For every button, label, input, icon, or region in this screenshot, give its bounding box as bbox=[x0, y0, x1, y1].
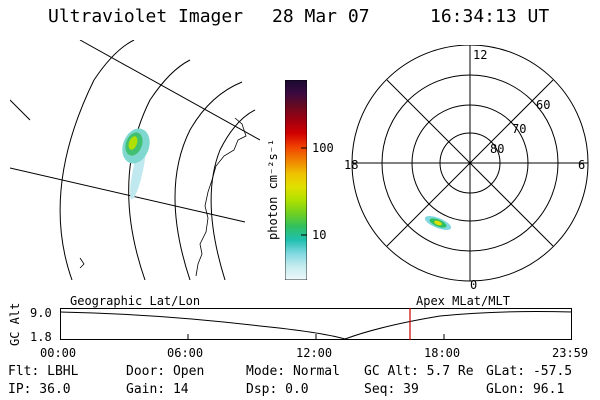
aurora-blob-polar bbox=[424, 216, 452, 230]
time-tick: 12:00 bbox=[296, 346, 333, 360]
door-status: Door: Open bbox=[126, 364, 205, 379]
lat-label-70: 70 bbox=[512, 122, 526, 136]
glat-status: GLat: -57.5 bbox=[486, 364, 573, 379]
colorbar-gradient bbox=[285, 80, 307, 280]
latitude-arc bbox=[59, 40, 135, 280]
date-label: 28 Mar 07 bbox=[272, 6, 370, 27]
timeline-chart bbox=[60, 308, 572, 340]
latitude-arc bbox=[174, 81, 243, 280]
polar-diagonal bbox=[386, 79, 554, 247]
polar-plot: 12 18 6 0 60 70 80 bbox=[344, 45, 589, 292]
time-tick: 18:00 bbox=[424, 346, 461, 360]
aurora-blob-geo bbox=[122, 128, 150, 200]
filter-status: Flt: LBHL bbox=[8, 364, 79, 379]
geographic-map bbox=[10, 40, 260, 280]
seq-status: Seq: 39 bbox=[364, 382, 419, 397]
time-tick: 06:00 bbox=[167, 346, 204, 360]
colorbar-unit-label: photon cm⁻²s⁻¹ bbox=[266, 138, 280, 240]
y-tick-top: 9.0 bbox=[30, 306, 52, 320]
colorbar-tick-100: 100 bbox=[312, 141, 334, 155]
timeline-right-label: Apex MLat/MLT bbox=[416, 294, 510, 308]
latitude-arc bbox=[210, 109, 256, 280]
time-label: 16:34:13 UT bbox=[430, 6, 550, 27]
lat-label-80: 80 bbox=[490, 142, 504, 156]
timeline-y-axis-label: GC Alt bbox=[8, 302, 22, 346]
clock-label-12: 12 bbox=[473, 48, 487, 62]
coastline bbox=[79, 117, 247, 277]
clock-label-0: 0 bbox=[470, 278, 477, 292]
latitude-arc bbox=[128, 59, 191, 280]
gc-alt-status: GC Alt: 5.7 Re bbox=[364, 364, 474, 379]
dsp-status: Dsp: 0.0 bbox=[246, 382, 309, 397]
ip-status: IP: 36.0 bbox=[8, 382, 71, 397]
lat-label-60: 60 bbox=[536, 98, 550, 112]
time-tick: 23:59 bbox=[552, 346, 589, 360]
timeline-left-label: Geographic Lat/Lon bbox=[70, 294, 201, 308]
meridian-line bbox=[79, 40, 260, 141]
meridian-line bbox=[10, 99, 31, 121]
time-tick: 00:00 bbox=[40, 346, 77, 360]
y-tick-bottom: 1.8 bbox=[30, 330, 52, 344]
clock-label-6: 6 bbox=[578, 158, 585, 172]
gain-status: Gain: 14 bbox=[126, 382, 189, 397]
colorbar-tick-10: 10 bbox=[312, 228, 327, 242]
instrument-title: Ultraviolet Imager bbox=[48, 6, 244, 27]
clock-label-18: 18 bbox=[344, 158, 358, 172]
meridian-line bbox=[10, 167, 246, 223]
mode-status: Mode: Normal bbox=[246, 364, 340, 379]
glon-status: GLon: 96.1 bbox=[486, 382, 565, 397]
